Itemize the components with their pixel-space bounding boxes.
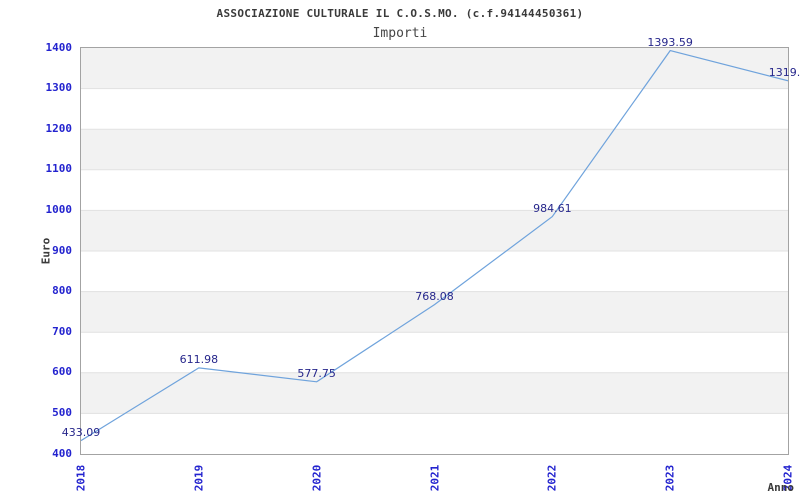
line-series-svg <box>81 48 788 442</box>
y-tick-label: 1300 <box>45 81 73 95</box>
chart-subtitle: Importi <box>372 26 428 41</box>
y-tick-label: 1200 <box>45 121 73 135</box>
y-tick-label: 400 <box>52 446 72 460</box>
y-tick-label: 800 <box>52 284 72 298</box>
x-tick-label: 2021 <box>428 464 441 492</box>
data-point-label: 611.98 <box>179 352 219 366</box>
data-point-label: 984.61 <box>533 201 572 215</box>
x-tick-label: 2022 <box>545 464 559 492</box>
x-tick-label: 2018 <box>74 464 88 492</box>
data-point-label: 433.09 <box>61 425 101 439</box>
x-tick-label: 2020 <box>310 464 324 492</box>
y-tick-label: 1100 <box>45 162 73 176</box>
y-tick-label: 1000 <box>45 202 73 216</box>
x-tick-label: 2019 <box>192 464 206 492</box>
data-point-label: 768.08 <box>415 289 454 303</box>
y-tick-label: 500 <box>52 405 72 419</box>
data-point-label: 577.75 <box>297 366 336 380</box>
data-point-label: 1319.3 <box>768 65 800 79</box>
x-axis-label: Anno <box>767 481 795 494</box>
chart-title: ASSOCIAZIONE CULTURALE IL C.O.S.MO. (c.f… <box>216 7 584 20</box>
data-point-label: 1393.59 <box>647 35 693 49</box>
y-tick-label: 700 <box>52 324 72 338</box>
y-tick-label: 1400 <box>45 40 73 54</box>
y-tick-label: 900 <box>52 243 72 257</box>
plot-area <box>80 47 789 455</box>
y-axis-label: Euro <box>39 237 53 265</box>
x-tick-label: 2023 <box>663 464 677 492</box>
y-tick-label: 600 <box>52 365 72 379</box>
